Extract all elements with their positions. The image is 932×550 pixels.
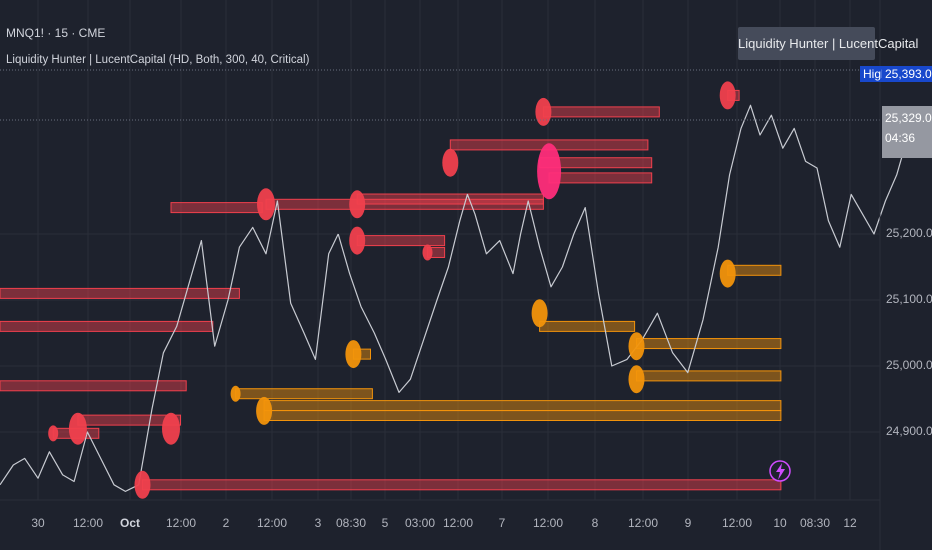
buy-liquidity-line (263, 400, 782, 412)
sell-liquidity-marker (162, 412, 180, 445)
sell-liquidity-line (548, 172, 653, 184)
buy-liquidity-line (636, 338, 782, 350)
time-tick-label: 12 (843, 516, 857, 530)
buy-liquidity-marker (256, 396, 273, 425)
sell-liquidity-marker (68, 412, 87, 445)
chart-grid (0, 0, 880, 500)
sell-liquidity-line (542, 106, 660, 118)
indicator-badge: Liquidity Hunter | LucentCapital (738, 27, 918, 60)
time-tick-label: 5 (381, 516, 389, 530)
price-tick-label: 25,000.00 (886, 358, 932, 372)
symbol-title[interactable]: MNQ1! · 15 · CME (6, 26, 106, 40)
liquidity-markers (48, 81, 736, 499)
buy-liquidity-marker (628, 365, 645, 394)
sell-liquidity-line (142, 479, 782, 491)
last-price-value: 25,329.00 (885, 111, 932, 125)
time-tick-label: 12:00 (532, 516, 564, 530)
time-tick-label: 12:00 (165, 516, 197, 530)
sell-liquidity-marker (134, 470, 151, 499)
sell-liquidity-line (356, 193, 544, 205)
buy-liquidity-line (263, 410, 782, 421)
time-tick-label: 30 (31, 516, 45, 530)
buy-liquidity-marker (719, 259, 736, 288)
last-price-tag: 25,329.00 04:36 (882, 106, 932, 158)
sell-liquidity-marker (257, 188, 275, 221)
sell-liquidity-line (0, 320, 214, 332)
liquidity-lines (0, 89, 782, 491)
sell-liquidity-marker (442, 148, 459, 177)
time-tick-label: Oct (119, 516, 141, 530)
time-tick-label: 12:00 (627, 516, 659, 530)
buy-liquidity-line (636, 370, 782, 382)
sell-liquidity-line (0, 287, 240, 299)
time-tick-label: 12:00 (72, 516, 104, 530)
time-tick-label: 12:00 (721, 516, 753, 530)
buy-liquidity-marker (628, 332, 645, 361)
bar-countdown: 04:36 (885, 131, 916, 145)
alert-icon[interactable] (769, 460, 791, 482)
buy-liquidity-marker (531, 299, 548, 328)
indicator-legend[interactable]: Liquidity Hunter | LucentCapital (HD, Bo… (6, 54, 310, 66)
sell-liquidity-marker (535, 97, 552, 126)
time-tick-label: 2 (222, 516, 230, 530)
time-tick-label: 10 (773, 516, 787, 530)
price-tick-label: 24,900.00 (886, 424, 932, 438)
sell-liquidity-marker (422, 244, 433, 261)
price-line (337, 104, 932, 393)
time-tick-label: 12:00 (442, 516, 474, 530)
sell-liquidity-marker (349, 226, 366, 255)
sell-liquidity-line (356, 235, 446, 247)
price-line (0, 200, 339, 492)
time-tick-label: 7 (498, 516, 506, 530)
sell-liquidity-marker (349, 190, 366, 219)
buy-liquidity-line (539, 320, 636, 332)
buy-liquidity-marker (230, 385, 241, 402)
time-tick-label: 3 (314, 516, 322, 530)
time-tick-label: 8 (591, 516, 599, 530)
sell-liquidity-line (0, 380, 187, 392)
time-tick-label: 9 (684, 516, 692, 530)
lightning-bolt-glyph (776, 463, 785, 480)
sell-liquidity-marker (719, 81, 736, 110)
time-tick-label: 12:00 (256, 516, 288, 530)
time-tick-label: 03:00 (404, 516, 436, 530)
price-series (0, 104, 932, 492)
time-tick-label: 08:30 (799, 516, 831, 530)
buy-liquidity-line (235, 388, 373, 400)
sell-liquidity-marker (48, 425, 59, 442)
high-value-tag: 25,393.00 (882, 66, 932, 82)
time-tick-label: 08:30 (335, 516, 367, 530)
buy-liquidity-marker (345, 340, 362, 369)
price-tick-label: 25,200.00 (886, 226, 932, 240)
sell-liquidity-line (170, 202, 263, 214)
price-tick-label: 25,100.00 (886, 292, 932, 306)
critical-liquidity-marker (537, 143, 562, 200)
